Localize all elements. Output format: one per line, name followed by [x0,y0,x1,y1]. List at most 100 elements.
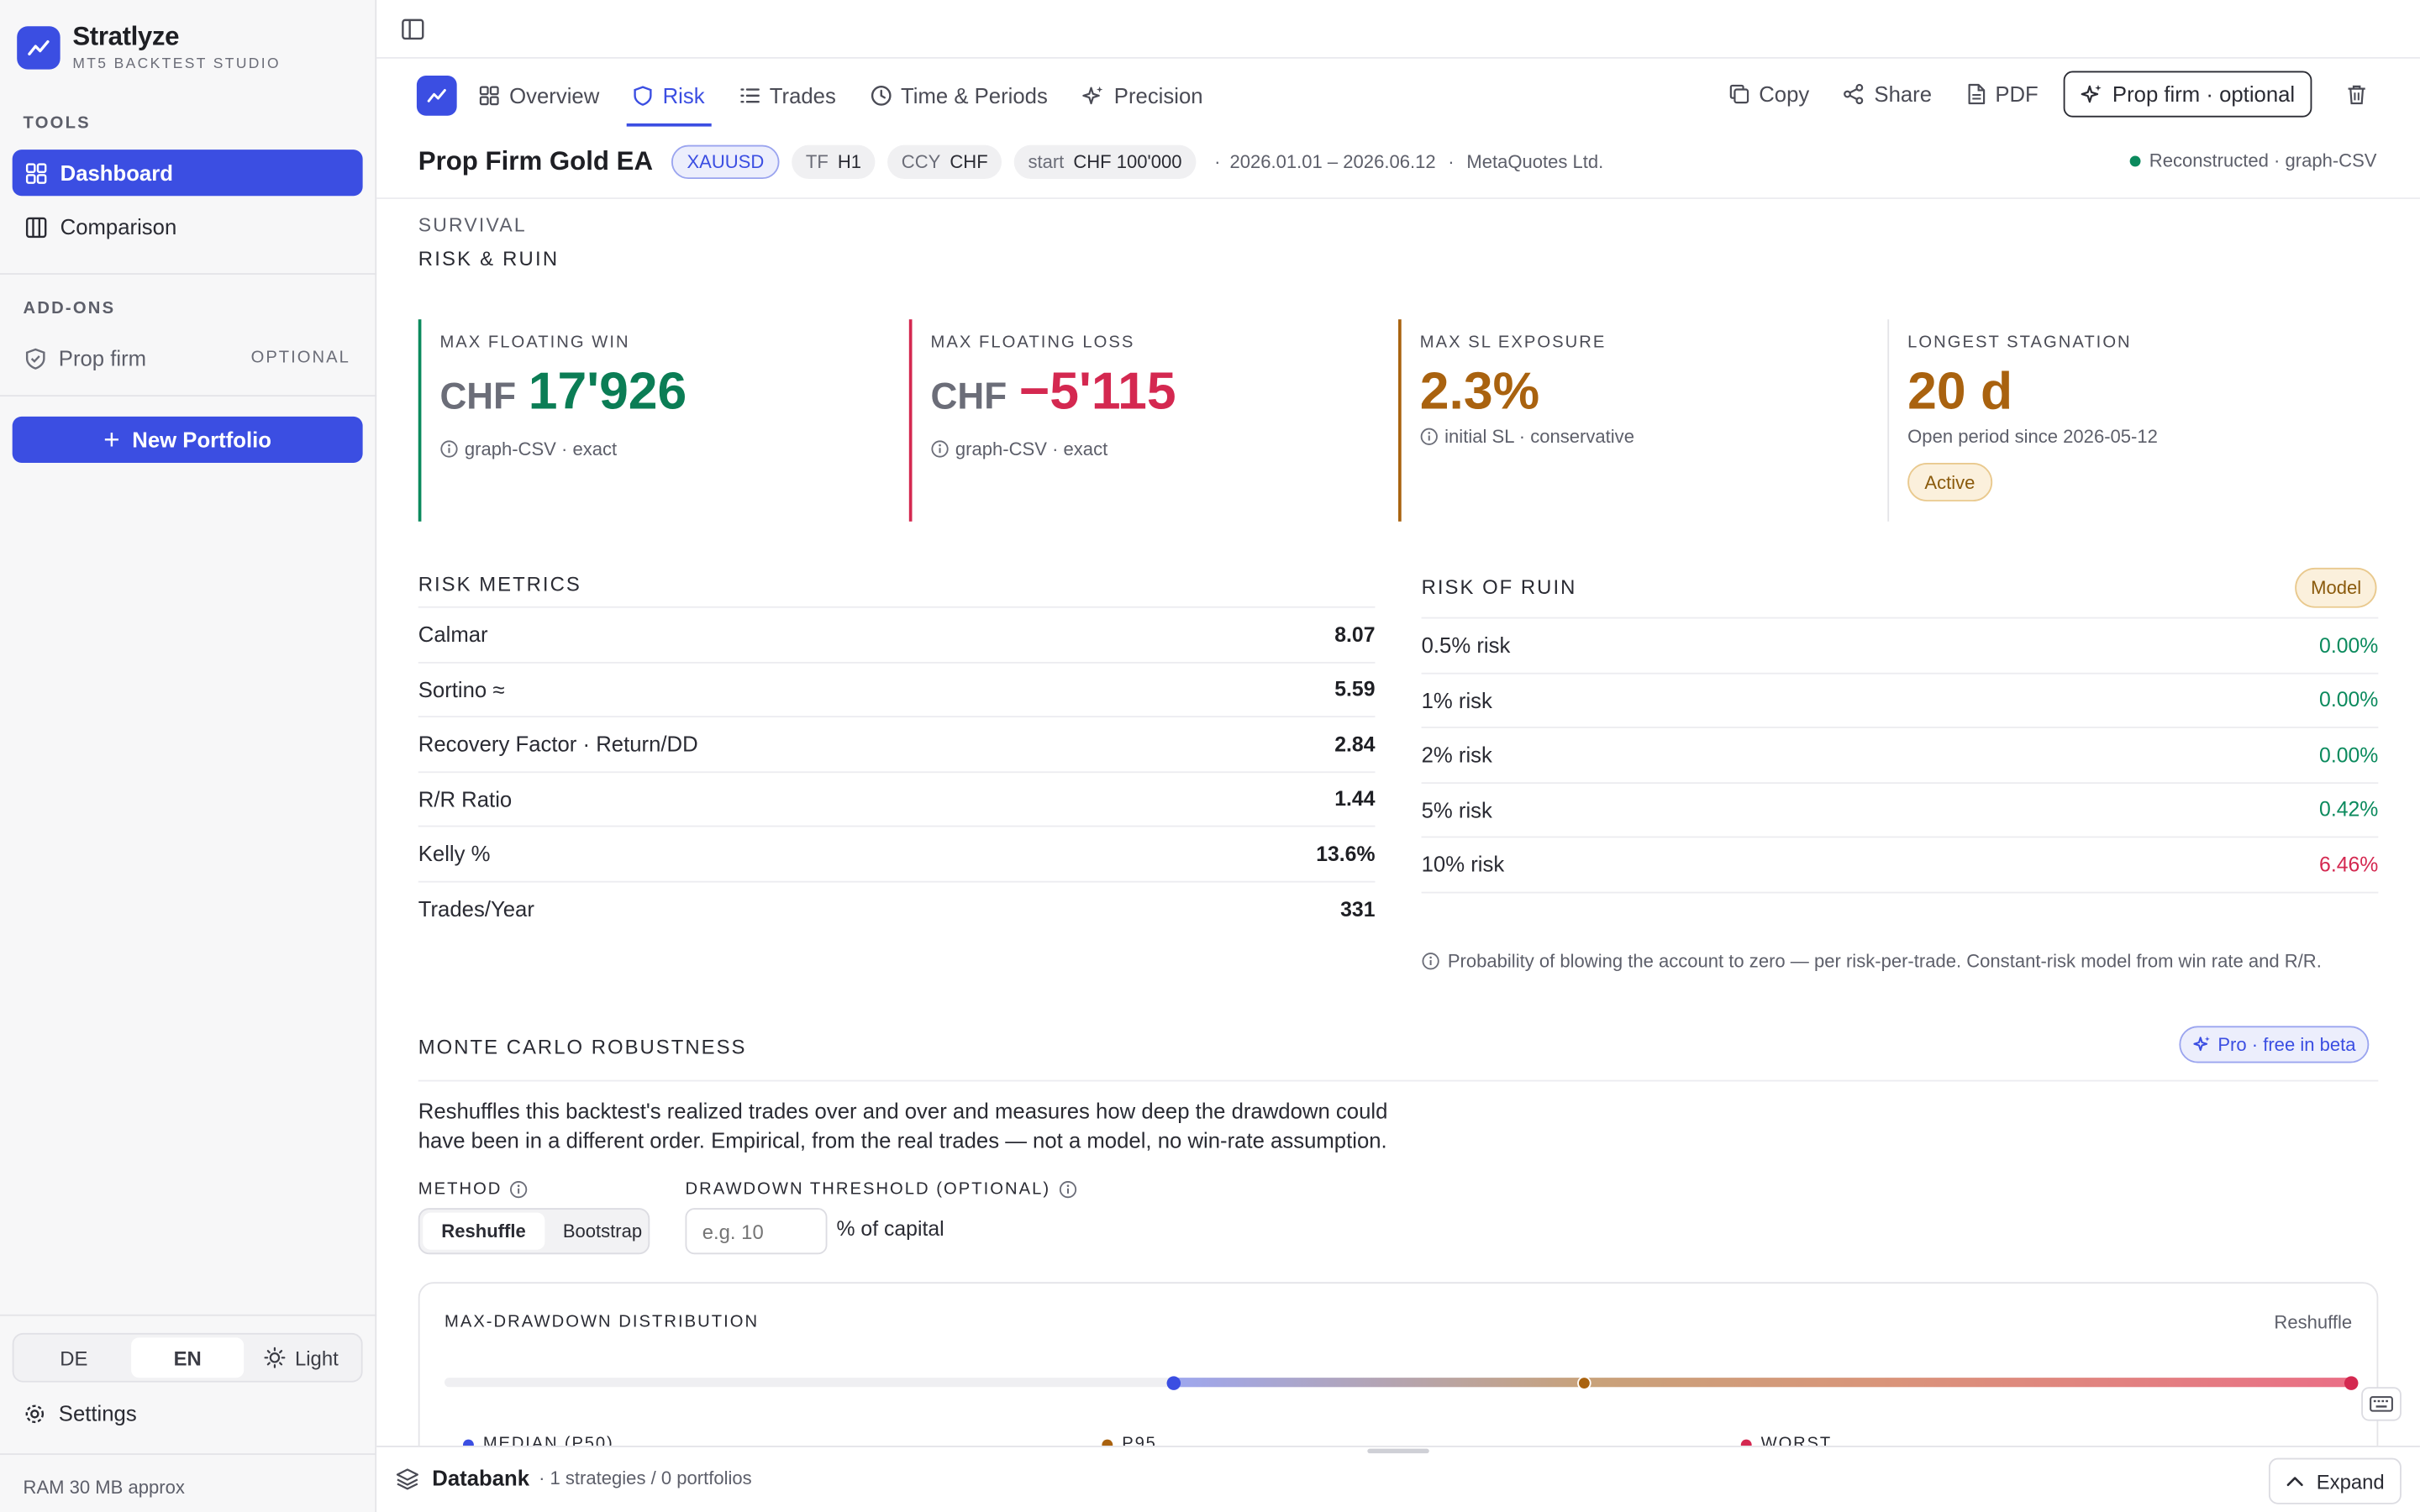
tab-label: Trades [769,83,836,108]
chip-value: H1 [837,150,862,173]
info-icon [440,440,458,458]
status-dot [2128,155,2140,166]
page-title: Prop Firm Gold EA [418,146,654,176]
settings-label: Settings [58,1400,137,1426]
trend-logo-icon [17,26,60,70]
row-label: 1% risk [1421,687,1492,713]
info-icon[interactable] [510,1180,529,1199]
lang-de-button[interactable]: DE [60,1346,88,1370]
field-label-text: METHOD [418,1180,502,1200]
keyboard-shortcuts-button[interactable] [2361,1387,2402,1421]
row-value: 5.59 [1334,677,1376,701]
toolbar: Copy Share PDF Prop firm · optional [1694,71,2377,118]
kpi-label: MAX FLOATING WIN [439,333,630,352]
settings-link[interactable]: Settings [24,1401,137,1425]
row-value: 2.84 [1334,732,1376,756]
row-value: 8.07 [1334,622,1376,647]
kpi-note-text: Open period since 2026-05-12 [1907,425,2158,448]
theme-toggle[interactable]: Light [245,1337,358,1378]
prop-firm-label: Prop firm · optional [2112,81,2296,107]
kpi-max-floating-loss: MAX FLOATING LOSS CHF −5'115 graph-CSV · … [908,319,1372,522]
data-source-status: Reconstructed · graph-CSV [2128,150,2377,171]
info-icon[interactable] [1058,1180,1076,1199]
tab-trades[interactable]: Trades [739,68,836,123]
method-label: METHOD [418,1180,529,1199]
sparkle-icon [2193,1036,2210,1052]
clock-icon [871,86,891,106]
row-value: 0.00% [2319,743,2379,767]
broker-name: MetaQuotes Ltd. [1466,150,1604,173]
chip-value: CHF 100'000 [1073,150,1182,173]
pdf-button[interactable]: PDF [1965,81,2039,107]
share-button[interactable]: Share [1844,81,1933,107]
tab-time-periods[interactable]: Time & Periods [870,68,1048,123]
method-bootstrap-option[interactable]: Bootstrap [562,1220,643,1242]
delete-button[interactable] [2346,82,2377,106]
app-tab-icon[interactable] [416,75,457,116]
info-icon [931,440,949,458]
new-portfolio-button[interactable]: + New Portfolio [12,416,363,464]
sidebar-item-dashboard[interactable]: Dashboard [12,150,363,197]
brand[interactable]: Stratlyze MT5 BACKTEST STUDIO [17,23,281,72]
lang-en-button[interactable]: EN [130,1337,245,1378]
tab-precision[interactable]: Precision [1081,68,1203,123]
sidebar: Stratlyze MT5 BACKTEST STUDIO TOOLS Dash… [0,0,377,1512]
meta-separator: · [1448,150,1455,173]
threshold-unit: % of capital [836,1217,944,1241]
copy-button[interactable]: Copy [1728,81,1809,107]
kpi-value: CHF 17'926 [439,361,881,429]
shield-icon [634,86,653,106]
databank-header[interactable]: Databank · 1 strategies / 0 portfolios [395,1465,752,1491]
kpi-currency: CHF [930,376,1007,418]
kpi-number: −5'115 [1018,362,1176,422]
distribution-mode: Reshuffle [2274,1311,2353,1333]
timeframe-chip: TF H1 [792,144,876,180]
distribution-title: MAX-DRAWDOWN DISTRIBUTION [444,1313,760,1332]
row-label: Trades/Year [418,896,534,921]
kpi-label: MAX SL EXPOSURE [1419,333,1607,352]
sidebar-item-label: Comparison [60,214,177,239]
ram-usage: RAM 30 MB approx [23,1476,185,1499]
method-reshuffle-option[interactable]: Reshuffle [423,1212,544,1250]
row-label: Sortino ≈ [418,676,505,702]
gear-icon [25,1404,45,1423]
sidebar-item-prop-firm[interactable]: Prop firm OPTIONAL [13,335,363,381]
sidebar-divider [0,1453,377,1456]
chip-value: CHF [950,150,988,173]
tab-label: Risk [662,83,705,108]
copy-icon [1729,84,1749,104]
kpi-note: graph-CSV · exact [931,438,1372,459]
share-icon [1844,83,1864,105]
databank-title: Databank [432,1465,530,1491]
sidebar-toggle-icon[interactable] [402,18,425,40]
kpi-max-sl-exposure: MAX SL EXPOSURE 2.3% initial SL · conser… [1398,319,1861,522]
sidebar-item-comparison[interactable]: Comparison [13,203,363,249]
addons-section-label: ADD-ONS [23,299,116,318]
layers-icon [396,1467,418,1489]
start-capital-chip: start CHF 100'000 [1013,144,1197,180]
tab-label: Precision [1113,83,1203,108]
distribution-range-bar [1172,1378,2353,1388]
currency-chip: CCY CHF [887,144,1002,180]
chip-key: TF [805,150,829,173]
prop-firm-button[interactable]: Prop firm · optional [2063,71,2312,118]
strategy-header: Prop Firm Gold EA XAUUSD TF H1 CCY CHF sta… [418,144,1604,181]
resize-handle[interactable] [1367,1448,1429,1454]
sparkle-icon [1081,85,1103,104]
kpi-note: graph-CSV · exact [439,438,881,459]
expand-button[interactable]: Expand [2268,1457,2402,1504]
meta-separator: · [1214,150,1221,173]
table-row: Recovery Factor · Return/DD 2.84 [418,717,1376,773]
row-label: Recovery Factor · Return/DD [418,732,698,757]
tab-risk[interactable]: Risk [627,68,712,127]
drawdown-threshold-input[interactable] [685,1208,828,1255]
table-row: Kelly % 13.6% [418,827,1375,882]
sidebar-item-label: Prop firm [58,345,147,370]
kpi-note: initial SL · conservative [1420,426,1861,448]
p95-marker [1577,1375,1591,1389]
row-label: Calmar [418,622,488,648]
share-label: Share [1874,81,1933,107]
kpi-value: 2.3% [1419,362,1540,422]
tab-overview[interactable]: Overview [478,68,599,123]
databank-panel [376,1445,2420,1512]
